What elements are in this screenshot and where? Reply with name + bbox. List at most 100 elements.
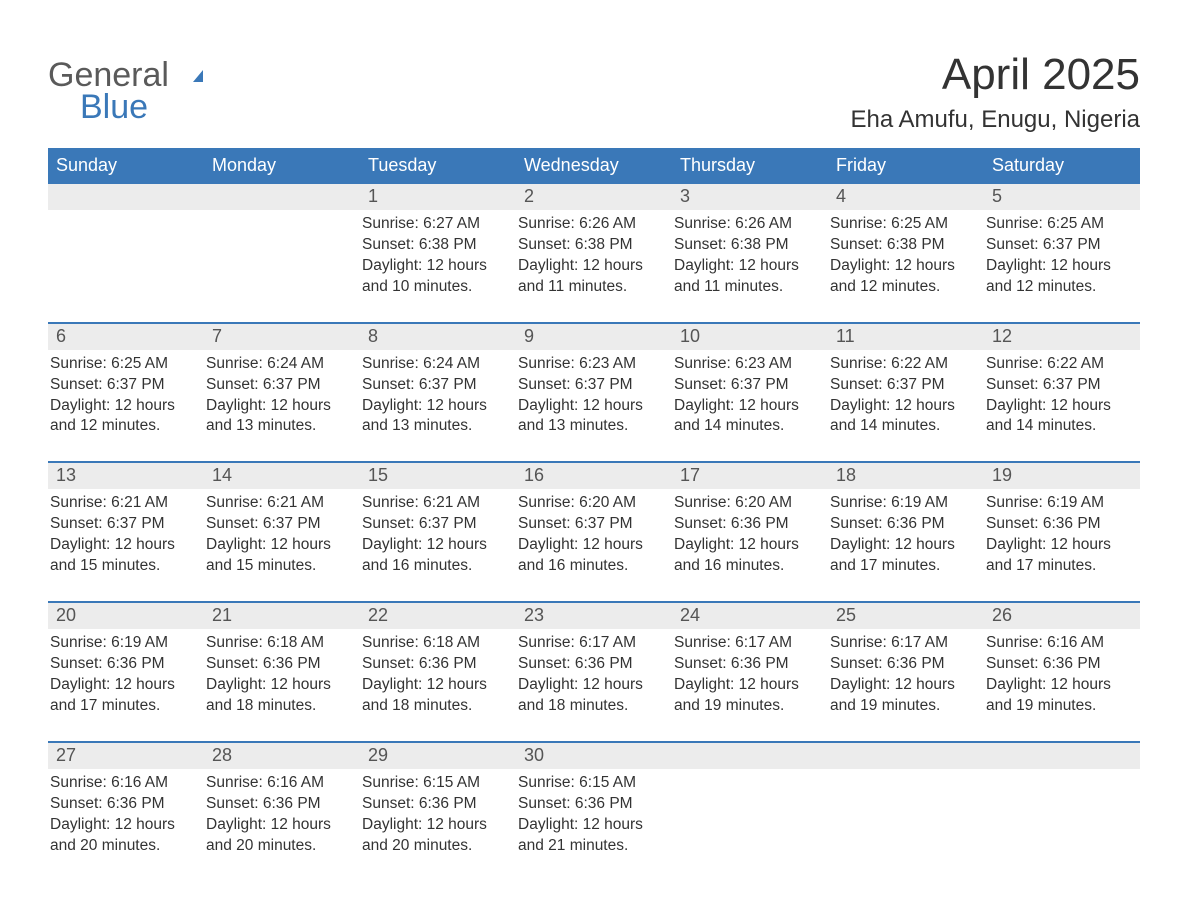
month-title: April 2025 bbox=[850, 50, 1140, 100]
day-cell: Sunrise: 6:23 AMSunset: 6:37 PMDaylight:… bbox=[672, 350, 828, 444]
day-number: 13 bbox=[48, 463, 204, 489]
sunset: Sunset: 6:36 PM bbox=[986, 654, 1132, 675]
sunset: Sunset: 6:36 PM bbox=[674, 514, 820, 535]
day-number: 4 bbox=[828, 184, 984, 210]
sunset: Sunset: 6:37 PM bbox=[518, 514, 664, 535]
day-cell: Sunrise: 6:22 AMSunset: 6:37 PMDaylight:… bbox=[984, 350, 1140, 444]
sunset: Sunset: 6:37 PM bbox=[362, 514, 508, 535]
day-cell: Sunrise: 6:20 AMSunset: 6:37 PMDaylight:… bbox=[516, 489, 672, 583]
day-cell bbox=[204, 210, 360, 304]
sunrise: Sunrise: 6:23 AM bbox=[518, 354, 664, 375]
sunrise: Sunrise: 6:21 AM bbox=[362, 493, 508, 514]
sunrise: Sunrise: 6:22 AM bbox=[830, 354, 976, 375]
day-number: 9 bbox=[516, 324, 672, 350]
sunrise: Sunrise: 6:19 AM bbox=[830, 493, 976, 514]
day-cell: Sunrise: 6:19 AMSunset: 6:36 PMDaylight:… bbox=[984, 489, 1140, 583]
sunrise: Sunrise: 6:20 AM bbox=[518, 493, 664, 514]
day-number bbox=[984, 743, 1140, 769]
sunset: Sunset: 6:37 PM bbox=[50, 375, 196, 396]
sunrise: Sunrise: 6:16 AM bbox=[50, 773, 196, 794]
sunrise: Sunrise: 6:23 AM bbox=[674, 354, 820, 375]
daylight: Daylight: 12 hours and 15 minutes. bbox=[50, 535, 196, 577]
day-cell: Sunrise: 6:16 AMSunset: 6:36 PMDaylight:… bbox=[204, 769, 360, 863]
day-header: Sunday bbox=[48, 148, 204, 184]
day-number: 8 bbox=[360, 324, 516, 350]
day-cell: Sunrise: 6:26 AMSunset: 6:38 PMDaylight:… bbox=[516, 210, 672, 304]
day-number bbox=[48, 184, 204, 210]
sunset: Sunset: 6:37 PM bbox=[830, 375, 976, 396]
sunset: Sunset: 6:38 PM bbox=[830, 235, 976, 256]
sunset: Sunset: 6:36 PM bbox=[362, 794, 508, 815]
day-cell: Sunrise: 6:19 AMSunset: 6:36 PMDaylight:… bbox=[48, 629, 204, 723]
sunset: Sunset: 6:36 PM bbox=[830, 654, 976, 675]
day-number: 28 bbox=[204, 743, 360, 769]
weeks-container: 1 23 45Sunrise: 6:27 AMSunset: 6:38 PMDayl… bbox=[48, 184, 1140, 862]
day-number: 12 bbox=[984, 324, 1140, 350]
sunrise: Sunrise: 6:18 AM bbox=[206, 633, 352, 654]
day-number: 1 bbox=[360, 184, 516, 210]
day-cell: Sunrise: 6:21 AMSunset: 6:37 PMDaylight:… bbox=[204, 489, 360, 583]
sunrise: Sunrise: 6:17 AM bbox=[674, 633, 820, 654]
day-number: 14 bbox=[204, 463, 360, 489]
sunset: Sunset: 6:37 PM bbox=[206, 375, 352, 396]
daynum-row: 27282930 bbox=[48, 741, 1140, 769]
day-cell: Sunrise: 6:20 AMSunset: 6:36 PMDaylight:… bbox=[672, 489, 828, 583]
day-header: Saturday bbox=[984, 148, 1140, 184]
sunset: Sunset: 6:38 PM bbox=[362, 235, 508, 256]
week-row: Sunrise: 6:16 AMSunset: 6:36 PMDaylight:… bbox=[48, 769, 1140, 863]
sunset: Sunset: 6:37 PM bbox=[50, 514, 196, 535]
day-number: 20 bbox=[48, 603, 204, 629]
day-header: Monday bbox=[204, 148, 360, 184]
sunset: Sunset: 6:36 PM bbox=[830, 514, 976, 535]
daylight: Daylight: 12 hours and 18 minutes. bbox=[206, 675, 352, 717]
sunrise: Sunrise: 6:17 AM bbox=[830, 633, 976, 654]
sunset: Sunset: 6:36 PM bbox=[518, 794, 664, 815]
day-cell: Sunrise: 6:25 AMSunset: 6:38 PMDaylight:… bbox=[828, 210, 984, 304]
daylight: Daylight: 12 hours and 14 minutes. bbox=[986, 396, 1132, 438]
logo-text-bottom: Blue bbox=[80, 90, 203, 124]
daynum-row: 20212223242526 bbox=[48, 601, 1140, 629]
daylight: Daylight: 12 hours and 16 minutes. bbox=[674, 535, 820, 577]
sunset: Sunset: 6:36 PM bbox=[50, 794, 196, 815]
sunrise: Sunrise: 6:15 AM bbox=[362, 773, 508, 794]
sunrise: Sunrise: 6:17 AM bbox=[518, 633, 664, 654]
sunset: Sunset: 6:37 PM bbox=[986, 235, 1132, 256]
day-cell: Sunrise: 6:22 AMSunset: 6:37 PMDaylight:… bbox=[828, 350, 984, 444]
day-cell: Sunrise: 6:18 AMSunset: 6:36 PMDaylight:… bbox=[204, 629, 360, 723]
day-number: 15 bbox=[360, 463, 516, 489]
daylight: Daylight: 12 hours and 12 minutes. bbox=[830, 256, 976, 298]
sunset: Sunset: 6:36 PM bbox=[518, 654, 664, 675]
day-number bbox=[828, 743, 984, 769]
daylight: Daylight: 12 hours and 19 minutes. bbox=[986, 675, 1132, 717]
daylight: Daylight: 12 hours and 14 minutes. bbox=[830, 396, 976, 438]
sunrise: Sunrise: 6:15 AM bbox=[518, 773, 664, 794]
daylight: Daylight: 12 hours and 10 minutes. bbox=[362, 256, 508, 298]
calendar: SundayMondayTuesdayWednesdayThursdayFrid… bbox=[48, 148, 1140, 862]
sunrise: Sunrise: 6:19 AM bbox=[50, 633, 196, 654]
sunset: Sunset: 6:37 PM bbox=[674, 375, 820, 396]
day-number: 30 bbox=[516, 743, 672, 769]
sunrise: Sunrise: 6:16 AM bbox=[986, 633, 1132, 654]
daylight: Daylight: 12 hours and 17 minutes. bbox=[830, 535, 976, 577]
day-number: 23 bbox=[516, 603, 672, 629]
week-row: Sunrise: 6:27 AMSunset: 6:38 PMDaylight:… bbox=[48, 210, 1140, 304]
daylight: Daylight: 12 hours and 13 minutes. bbox=[206, 396, 352, 438]
day-cell: Sunrise: 6:16 AMSunset: 6:36 PMDaylight:… bbox=[48, 769, 204, 863]
day-cell: Sunrise: 6:18 AMSunset: 6:36 PMDaylight:… bbox=[360, 629, 516, 723]
daylight: Daylight: 12 hours and 16 minutes. bbox=[362, 535, 508, 577]
day-cell: Sunrise: 6:17 AMSunset: 6:36 PMDaylight:… bbox=[672, 629, 828, 723]
daylight: Daylight: 12 hours and 13 minutes. bbox=[362, 396, 508, 438]
day-cell: Sunrise: 6:25 AMSunset: 6:37 PMDaylight:… bbox=[48, 350, 204, 444]
logo: General Blue bbox=[48, 58, 203, 124]
daylight: Daylight: 12 hours and 12 minutes. bbox=[986, 256, 1132, 298]
day-number: 6 bbox=[48, 324, 204, 350]
day-number: 29 bbox=[360, 743, 516, 769]
sunrise: Sunrise: 6:25 AM bbox=[830, 214, 976, 235]
day-number: 5 bbox=[984, 184, 1140, 210]
day-number: 2 bbox=[516, 184, 672, 210]
sunrise: Sunrise: 6:21 AM bbox=[50, 493, 196, 514]
sunrise: Sunrise: 6:21 AM bbox=[206, 493, 352, 514]
sunset: Sunset: 6:37 PM bbox=[206, 514, 352, 535]
day-cell: Sunrise: 6:15 AMSunset: 6:36 PMDaylight:… bbox=[360, 769, 516, 863]
day-number: 24 bbox=[672, 603, 828, 629]
